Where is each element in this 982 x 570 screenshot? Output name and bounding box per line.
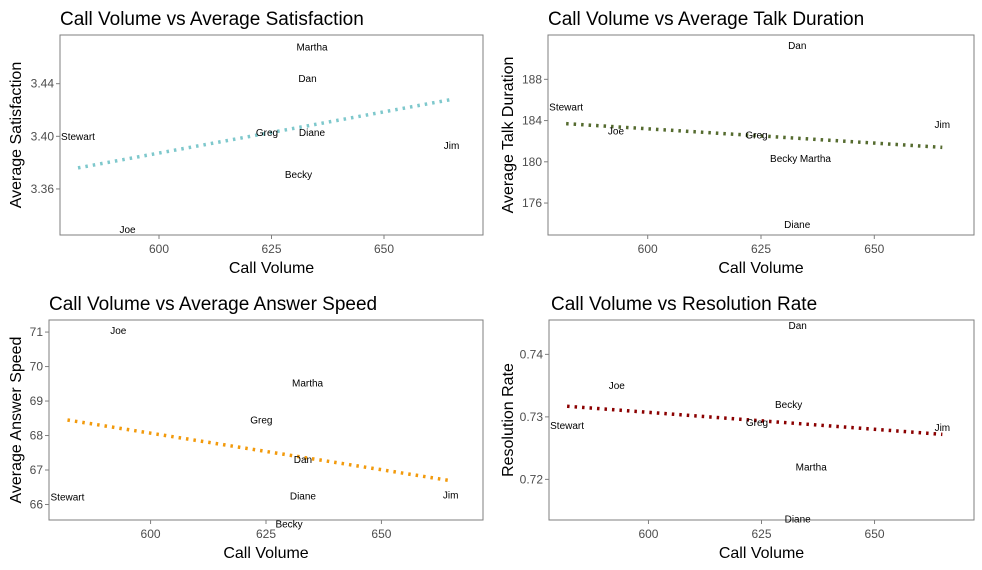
y-tick-label: 0.73 xyxy=(520,410,544,424)
x-tick-label: 600 xyxy=(638,242,658,256)
y-axis-label: Average Satisfaction xyxy=(8,62,25,208)
y-axis-label: Average Talk Duration xyxy=(500,57,517,214)
point-label-stewart: Stewart xyxy=(61,132,95,143)
point-label-becky: Becky xyxy=(770,154,797,165)
point-label-stewart: Stewart xyxy=(51,493,85,504)
point-label-stewart: Stewart xyxy=(550,421,584,432)
point-label-jim: Jim xyxy=(935,423,951,434)
y-tick-label: 180 xyxy=(522,155,542,169)
point-label-dan: Dan xyxy=(294,455,312,466)
chart-panel-2: Call Volume vs Average Talk Duration 600 6… xyxy=(500,9,975,277)
point-label-becky: Becky xyxy=(285,170,312,181)
chart-panel-3: Call Volume vs Average Answer Speed 600 62… xyxy=(8,294,484,562)
point-label-dan: Dan xyxy=(788,321,806,332)
x-axis-label: Call Volume xyxy=(718,260,803,277)
point-label-greg: Greg xyxy=(250,416,272,427)
trend-line xyxy=(77,97,452,170)
x-tick-label: 650 xyxy=(865,527,885,541)
point-label-diane: Diane xyxy=(784,220,811,231)
y-tick-label: 0.72 xyxy=(520,472,544,486)
y-tick-label: 68 xyxy=(30,429,44,443)
x-tick-label: 650 xyxy=(371,527,391,541)
chart-panel-4: Call Volume vs Resolution Rate 600 625 650 0… xyxy=(500,294,975,562)
y-tick-label: 71 xyxy=(30,325,44,339)
x-tick-label: 625 xyxy=(751,527,771,541)
point-label-jim: Jim xyxy=(444,141,460,152)
chart-title: Call Volume vs Average Talk Duration xyxy=(548,9,864,30)
x-axis-label: Call Volume xyxy=(223,545,308,562)
point-label-martha: Martha xyxy=(800,154,832,165)
y-tick-label: 3.36 xyxy=(31,182,55,196)
x-tick-label: 650 xyxy=(864,242,884,256)
y-tick-label: 3.40 xyxy=(31,129,55,143)
point-label-greg: Greg xyxy=(256,128,278,139)
point-label-martha: Martha xyxy=(292,379,324,390)
y-axis-label: Average Answer Speed xyxy=(8,337,25,504)
chart-title: Call Volume vs Average Satisfaction xyxy=(60,9,364,30)
point-label-jim: Jim xyxy=(934,120,950,131)
trend-line xyxy=(566,404,943,437)
x-tick-label: 650 xyxy=(374,242,394,256)
point-label-stewart: Stewart xyxy=(549,103,583,114)
x-tick-label: 600 xyxy=(149,242,169,256)
point-label-becky: Becky xyxy=(775,400,802,411)
x-tick-label: 625 xyxy=(261,242,281,256)
chart-panel-1: Call Volume vs Average Satisfaction 600 62… xyxy=(8,9,484,277)
y-tick-label: 0.74 xyxy=(520,347,544,361)
y-tick-label: 70 xyxy=(30,360,44,374)
point-label-diane: Diane xyxy=(785,514,812,525)
point-label-martha: Martha xyxy=(296,42,328,53)
x-tick-label: 600 xyxy=(638,527,658,541)
y-tick-label: 188 xyxy=(522,72,542,86)
point-label-joe: Joe xyxy=(119,225,136,236)
point-label-diane: Diane xyxy=(290,491,317,502)
point-label-martha: Martha xyxy=(796,462,828,473)
y-tick-label: 67 xyxy=(30,463,44,477)
point-label-greg: Greg xyxy=(745,131,767,142)
x-tick-label: 625 xyxy=(256,527,276,541)
y-tick-label: 66 xyxy=(30,497,44,511)
point-label-greg: Greg xyxy=(746,418,768,429)
chart-title: Call Volume vs Resolution Rate xyxy=(551,294,817,315)
y-tick-label: 184 xyxy=(522,114,542,128)
point-label-dan: Dan xyxy=(788,41,806,52)
trend-line xyxy=(566,121,943,150)
point-label-joe: Joe xyxy=(110,326,127,337)
point-label-jim: Jim xyxy=(443,491,459,502)
point-label-joe: Joe xyxy=(608,126,625,137)
chart-title: Call Volume vs Average Answer Speed xyxy=(49,294,377,315)
point-label-diane: Diane xyxy=(299,128,326,139)
point-label-dan: Dan xyxy=(298,74,316,85)
point-label-joe: Joe xyxy=(609,381,626,392)
y-axis-label: Resolution Rate xyxy=(500,363,517,477)
x-tick-label: 600 xyxy=(141,527,161,541)
y-tick-label: 176 xyxy=(522,196,542,210)
x-axis-label: Call Volume xyxy=(229,260,314,277)
trend-line xyxy=(67,418,451,483)
y-tick-label: 69 xyxy=(30,394,44,408)
y-tick-label: 3.44 xyxy=(31,77,55,91)
x-axis-label: Call Volume xyxy=(719,545,804,562)
x-tick-label: 625 xyxy=(751,242,771,256)
point-label-becky: Becky xyxy=(275,519,302,530)
